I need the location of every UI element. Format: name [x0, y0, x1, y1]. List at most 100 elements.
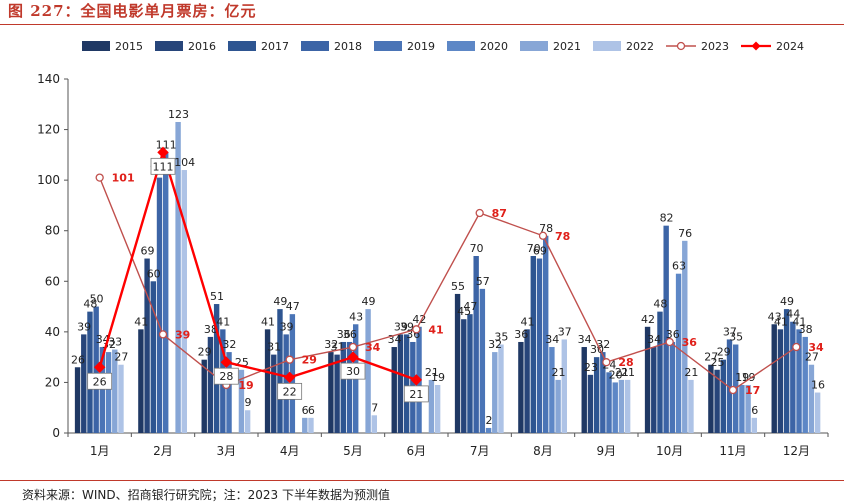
bar-data-label: 21	[621, 366, 635, 379]
bar-data-label: 45	[457, 305, 471, 318]
chart-title: 图 227：全国电影单月票房：亿元	[8, 2, 257, 20]
bar-data-label: 6	[308, 404, 315, 417]
bar	[207, 336, 214, 433]
x-tick-label: 6月	[407, 444, 427, 458]
line-data-label-2023: 28	[618, 356, 633, 369]
bar	[81, 334, 87, 433]
x-tick-label: 2月	[153, 444, 173, 458]
legend-swatch	[374, 41, 402, 51]
bar	[328, 352, 334, 433]
bar-data-label: 50	[90, 293, 104, 306]
bar-data-label: 34	[647, 333, 661, 346]
bar	[271, 354, 277, 433]
y-tick-label: 140	[37, 72, 60, 86]
point-2024	[283, 371, 296, 384]
bar	[612, 382, 618, 433]
bar	[555, 379, 561, 433]
legend-label: 2015	[115, 40, 143, 53]
label-box-2024	[403, 385, 429, 403]
bar-data-label: 2	[485, 414, 492, 427]
point-2023	[665, 337, 674, 347]
legend-marker	[676, 41, 686, 51]
bar-data-label: 37	[558, 325, 572, 338]
bar	[99, 347, 106, 433]
bar-data-label: 21	[552, 366, 566, 379]
label-box-2024	[213, 367, 239, 385]
label-box-2024	[277, 382, 303, 400]
bar-data-label: 82	[660, 212, 674, 225]
line-data-label-2024: 26	[93, 375, 107, 388]
bar-data-label: 26	[71, 353, 85, 366]
bar-data-label: 48	[83, 298, 97, 311]
y-tick-label: 100	[37, 173, 60, 187]
line-data-label-2023: 78	[555, 230, 570, 243]
bar-data-label: 41	[792, 315, 806, 328]
y-tick-label: 120	[37, 123, 60, 137]
bar	[175, 121, 181, 434]
legend-swatch	[301, 41, 329, 51]
bar	[739, 384, 745, 433]
bar	[561, 339, 567, 433]
line-2024	[98, 148, 417, 382]
bar-data-label: 21	[425, 366, 439, 379]
bar-data-label: 16	[811, 379, 825, 392]
bar	[302, 417, 308, 433]
bar	[144, 258, 150, 433]
bar-data-label: 7	[371, 401, 378, 414]
bar	[277, 309, 283, 433]
bar-data-label: 27	[805, 351, 819, 364]
bar	[777, 329, 784, 433]
bar	[536, 258, 543, 433]
y-tick-label: 20	[45, 375, 60, 389]
bar	[138, 329, 144, 433]
bar-data-label: 21	[684, 366, 698, 379]
top-rule	[0, 24, 844, 25]
line-data-label-2024: 22	[283, 385, 297, 398]
bar-data-label: 38	[799, 323, 813, 336]
bar	[492, 352, 498, 433]
bar-data-label: 41	[261, 315, 275, 328]
bar-data-label: 69	[141, 245, 155, 258]
bar	[530, 256, 536, 433]
x-tick-label: 12月	[783, 444, 810, 458]
y-tick-label: 40	[45, 325, 60, 339]
bar	[334, 354, 340, 433]
bar-data-label: 123	[168, 108, 189, 121]
bar-data-label: 36	[666, 328, 680, 341]
bar-data-label: 43	[349, 310, 363, 323]
bar	[669, 341, 676, 433]
line-data-label-2024: 30	[346, 365, 360, 378]
bar	[808, 364, 815, 433]
bar	[657, 311, 663, 433]
bar-data-label: 32	[488, 338, 502, 351]
legend-label: 2024	[776, 40, 804, 53]
point-2023	[412, 325, 421, 334]
bar	[518, 341, 524, 433]
bar-data-label: 27	[114, 351, 128, 364]
x-tick-label: 3月	[217, 444, 237, 458]
bar-data-label: 69	[533, 245, 547, 258]
bar	[371, 415, 377, 433]
point-2023	[475, 208, 484, 218]
legend-swatch	[520, 41, 548, 51]
bar-data-label: 19	[431, 371, 445, 384]
point-2023	[348, 342, 358, 352]
bar-data-label: 23	[584, 361, 598, 374]
bar-data-label: 37	[723, 325, 737, 338]
label-box-2024	[87, 372, 113, 390]
line-data-label-2024: 21	[409, 388, 423, 401]
bar	[549, 347, 555, 433]
bar	[606, 372, 612, 433]
legend-swatch	[82, 41, 110, 51]
point-2023	[792, 342, 801, 352]
bar-data-label: 55	[451, 280, 465, 293]
bar-data-label: 39	[280, 320, 294, 333]
bar	[461, 319, 467, 433]
x-tick-label: 7月	[470, 444, 490, 458]
bar-data-label: 47	[286, 300, 300, 313]
bar	[238, 369, 245, 433]
legend-label: 2020	[480, 40, 508, 53]
bar	[714, 369, 720, 433]
bar	[644, 326, 651, 433]
bar	[708, 364, 714, 433]
